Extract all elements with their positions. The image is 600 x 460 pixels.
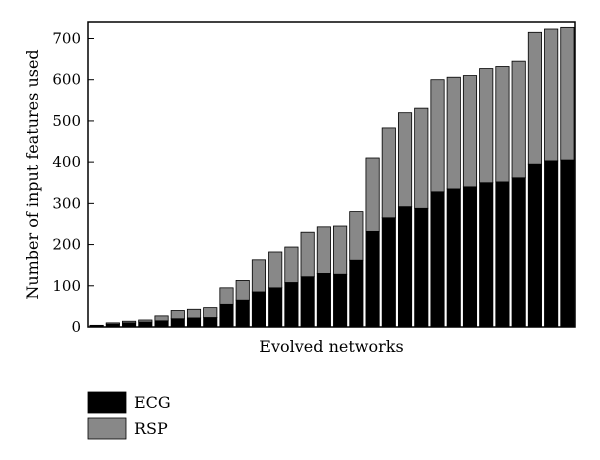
bar-ecg-28 — [527, 163, 542, 328]
y-tick-label: 300 — [52, 194, 81, 212]
bar-rsp-30 — [560, 26, 575, 161]
legend-label-ecg: ECG — [134, 393, 171, 412]
bar-rsp-29 — [544, 28, 559, 162]
bar-ecg-14 — [300, 276, 315, 328]
bar-rsp-18 — [365, 157, 380, 232]
bar-rsp-11 — [251, 259, 266, 293]
bar-ecg-26 — [495, 181, 510, 328]
bar-ecg-18 — [365, 230, 380, 328]
bar-ecg-17 — [349, 259, 364, 328]
plot-frame — [87, 21, 576, 328]
y-tick-label: 600 — [52, 71, 81, 89]
bar-rsp-23 — [446, 76, 461, 190]
bar-ecg-8 — [203, 317, 218, 328]
bar-rsp-10 — [235, 280, 250, 301]
bar-ecg-5 — [154, 320, 169, 328]
bar-ecg-21 — [414, 207, 429, 328]
bar-rsp-27 — [511, 60, 526, 179]
bar-rsp-4 — [138, 319, 153, 323]
bar-ecg-24 — [462, 186, 478, 328]
bar-rsp-22 — [430, 79, 445, 193]
bar-ecg-12 — [268, 287, 283, 328]
bar-ecg-30 — [560, 159, 575, 328]
bar-rsp-14 — [300, 231, 315, 278]
bar-rsp-21 — [414, 107, 429, 209]
bar-rsp-17 — [349, 211, 364, 261]
bar-ecg-23 — [446, 188, 461, 328]
bar-rsp-15 — [316, 226, 331, 274]
bar-rsp-20 — [397, 112, 413, 208]
bar-ecg-27 — [511, 177, 526, 328]
bar-rsp-6 — [170, 310, 185, 320]
bar-ecg-15 — [316, 273, 331, 328]
bar-ecg-10 — [235, 299, 250, 328]
bar-ecg-7 — [186, 317, 202, 328]
bar-rsp-24 — [462, 75, 478, 188]
bar-rsp-5 — [154, 315, 169, 322]
y-tick-label: 700 — [52, 29, 81, 47]
bar-ecg-6 — [170, 318, 185, 328]
y-tick-label: 200 — [52, 236, 81, 254]
y-tick-label: 0 — [71, 318, 81, 336]
legend-label-rsp: RSP — [134, 419, 168, 438]
bar-rsp-16 — [333, 225, 348, 275]
bar-ecg-9 — [219, 303, 234, 328]
bar-rsp-9 — [219, 287, 234, 305]
bars-layer — [89, 26, 575, 328]
bar-rsp-8 — [203, 307, 218, 318]
x-axis-title: Evolved networks — [259, 337, 403, 356]
legend-swatch-ecg — [87, 391, 127, 414]
bar-rsp-2 — [105, 322, 120, 325]
bar-rsp-19 — [381, 127, 396, 219]
bar-ecg-13 — [284, 282, 299, 328]
bar-ecg-22 — [430, 191, 445, 328]
legend-swatch-rsp — [87, 417, 127, 440]
bar-rsp-26 — [495, 66, 510, 183]
bar-rsp-12 — [268, 251, 283, 289]
legend: ECG RSP — [87, 391, 171, 440]
y-tick-label: 500 — [52, 112, 81, 130]
bar-ecg-25 — [479, 182, 494, 328]
bar-rsp-13 — [284, 246, 299, 283]
y-tick-label: 100 — [52, 277, 81, 295]
bar-ecg-19 — [381, 217, 396, 328]
y-tick-label: 400 — [52, 153, 81, 171]
y-axis: 0 100 200 300 400 500 600 700 — [52, 29, 94, 336]
bar-rsp-25 — [479, 68, 494, 184]
bar-ecg-11 — [251, 291, 266, 328]
bar-rsp-28 — [527, 31, 542, 165]
bar-ecg-29 — [544, 160, 559, 328]
bar-ecg-20 — [397, 206, 413, 328]
bar-ecg-16 — [333, 273, 348, 328]
bar-rsp-3 — [122, 320, 137, 324]
y-axis-title: Number of input features used — [23, 49, 42, 299]
bar-rsp-7 — [186, 308, 202, 319]
